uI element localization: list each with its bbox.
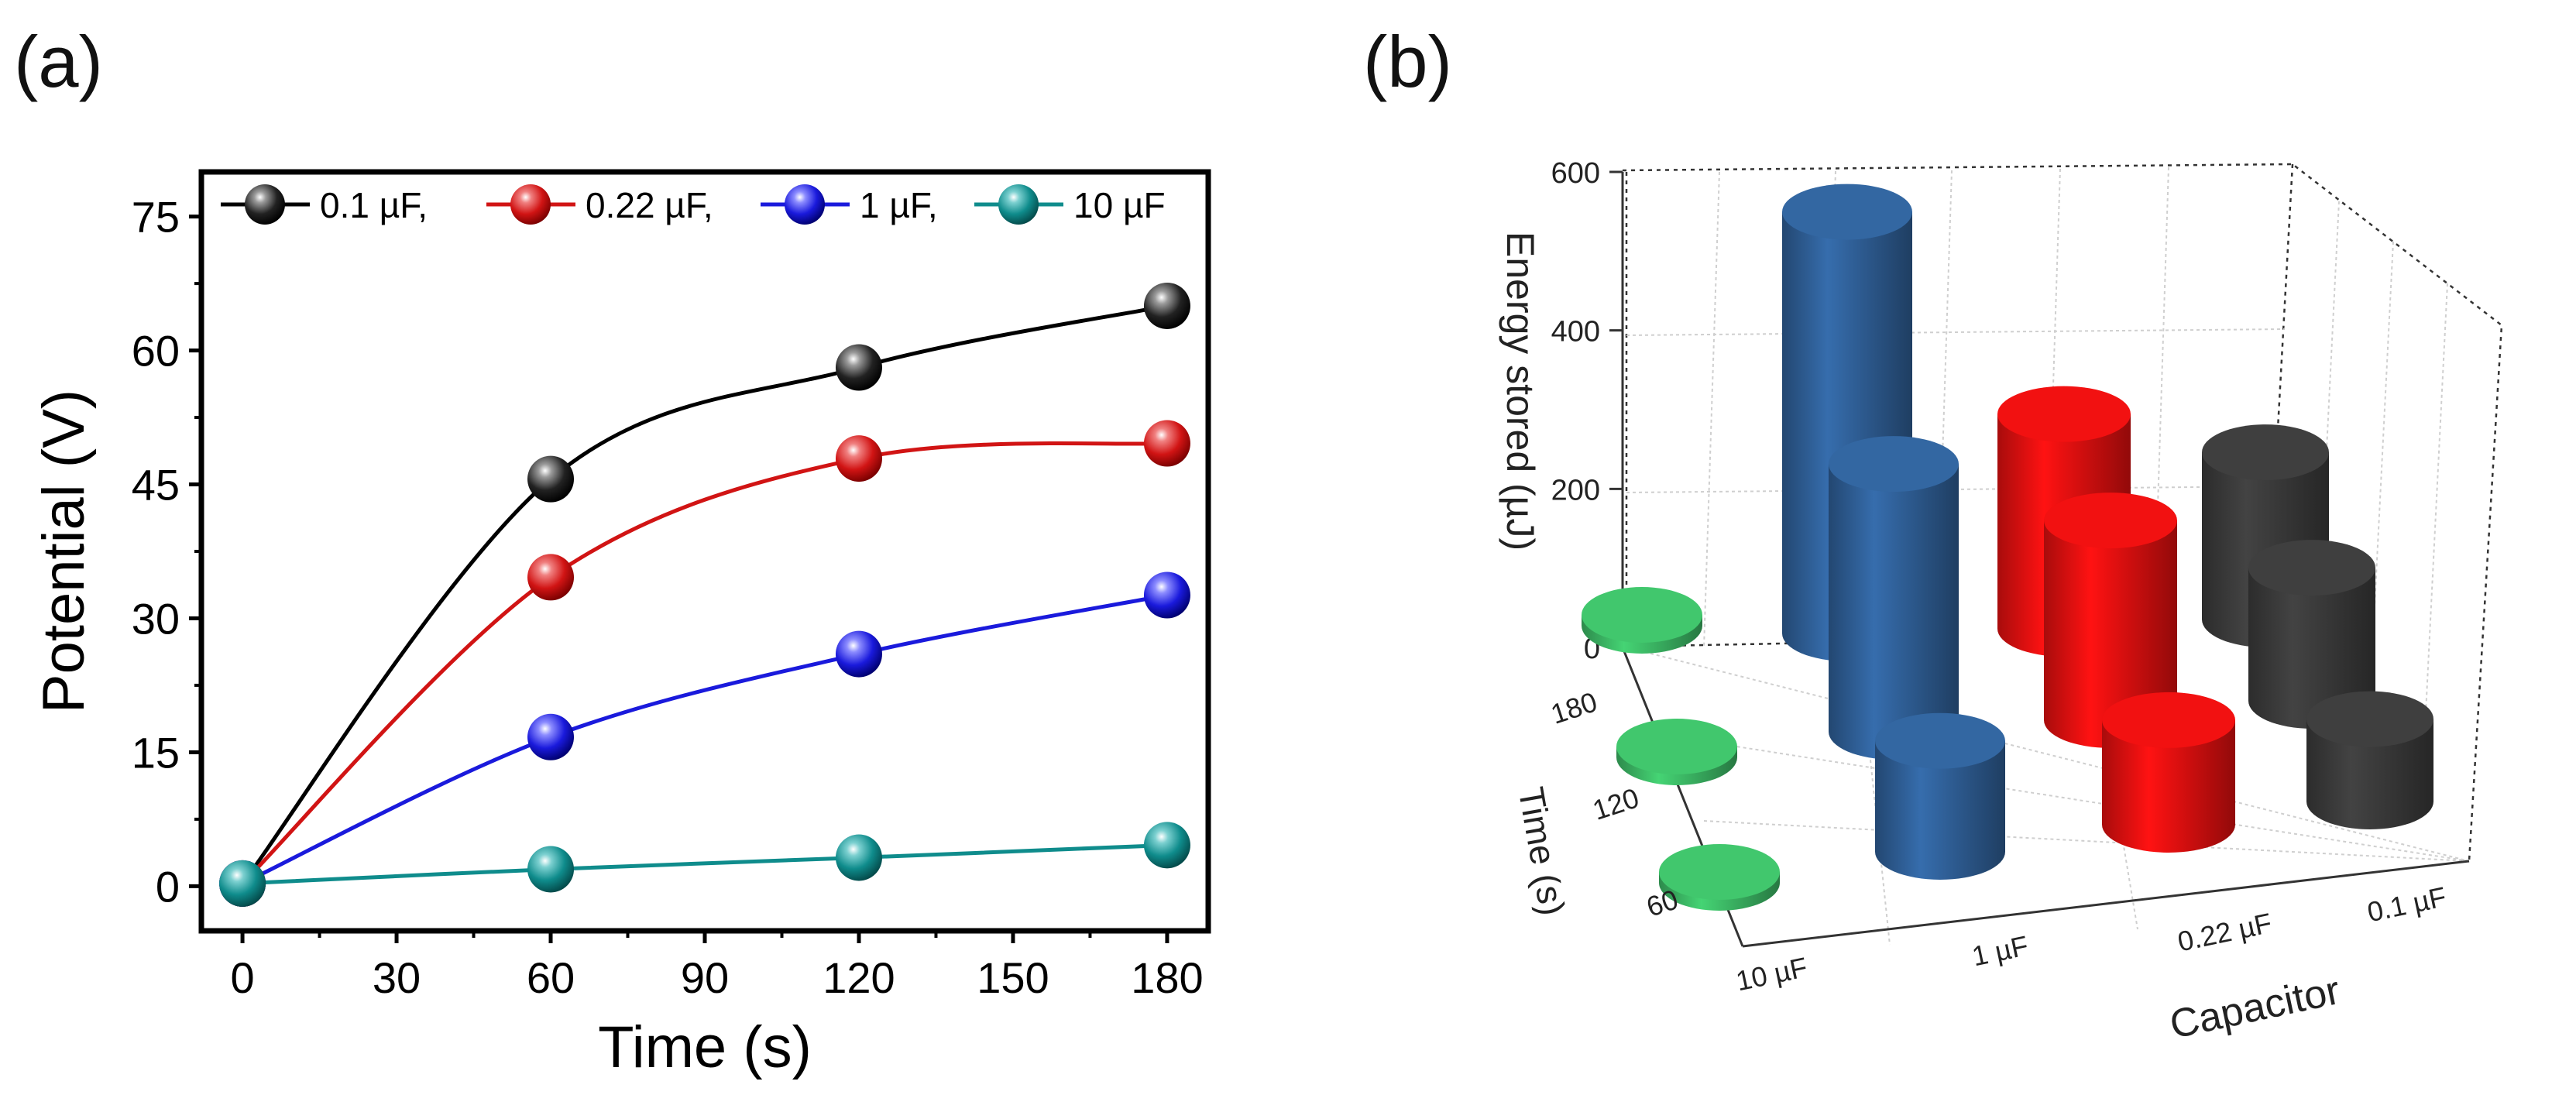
bar-10F-t120 bbox=[1616, 719, 1737, 785]
x-axis-label-b: Capacitor bbox=[2166, 968, 2344, 1048]
bar-top bbox=[2306, 691, 2433, 747]
x-tick-label: 90 bbox=[681, 953, 729, 1002]
bar-side bbox=[1875, 740, 2005, 880]
capacitor-tick-label: 0.22 µF bbox=[2175, 907, 2275, 958]
z-tick-label: 200 bbox=[1551, 474, 1600, 506]
legend-marker-3 bbox=[998, 184, 1039, 225]
x-tick-label: 60 bbox=[527, 953, 575, 1002]
bar-top bbox=[2102, 692, 2235, 748]
bar-side bbox=[2248, 568, 2375, 729]
capacitor-tick-label: 1 µF bbox=[1970, 929, 2032, 972]
legend-marker-2 bbox=[785, 184, 825, 225]
panel-a-label: (a) bbox=[14, 21, 103, 102]
capacitor-axis-line bbox=[1742, 860, 2470, 948]
data-point-series-3-1 bbox=[527, 846, 575, 893]
x-tick-label: 180 bbox=[1131, 953, 1203, 1002]
box-frame-top bbox=[1622, 163, 2503, 862]
panel-a-line-chart: 0 30 60 90 120 150 180 0 15 30 45 60 75 0.1 µF, 0.22 … bbox=[31, 169, 1211, 1080]
bar-top bbox=[1782, 184, 1912, 240]
y-tick-label: 45 bbox=[132, 461, 180, 510]
data-point-series-3-3 bbox=[1143, 822, 1190, 869]
capacitor-tick-label: 0.1 µF bbox=[2365, 880, 2449, 928]
bar-01F-t120 bbox=[2248, 540, 2375, 729]
bar-01F-t60 bbox=[2306, 691, 2433, 829]
bar-022F-t120 bbox=[2044, 493, 2177, 748]
data-point-series-0-3 bbox=[1143, 282, 1190, 329]
data-point-series-1-3 bbox=[1143, 420, 1190, 467]
legend-marker-1 bbox=[510, 184, 551, 225]
legend-label-0: 0.1 µF, bbox=[320, 185, 428, 225]
series-line-3 bbox=[242, 843, 1168, 886]
z-axis-label-b: Energy stored (µJ) bbox=[1499, 232, 1542, 551]
bar-top bbox=[1616, 719, 1737, 774]
bar-side bbox=[2102, 719, 2235, 853]
series-line-1 bbox=[241, 441, 1168, 885]
x-tick-label: 0 bbox=[230, 953, 254, 1002]
bar-top bbox=[1997, 386, 2131, 442]
x-tick-label: 30 bbox=[373, 953, 421, 1002]
legend-label-1: 0.22 µF, bbox=[586, 185, 713, 225]
data-point-series-3-0 bbox=[219, 860, 266, 907]
bar-side bbox=[1829, 464, 1959, 760]
data-point-series-0-2 bbox=[835, 344, 882, 391]
bar-top bbox=[2248, 540, 2375, 596]
series-line-2 bbox=[241, 593, 1168, 886]
bar-10F-t60 bbox=[1659, 844, 1780, 911]
bar-top bbox=[1829, 436, 1959, 493]
y-tick-label: 15 bbox=[132, 728, 180, 777]
bar-top bbox=[2202, 424, 2329, 481]
data-point-series-0-1 bbox=[527, 455, 575, 503]
bar-side bbox=[2306, 719, 2433, 829]
bar-10F-t180 bbox=[1582, 587, 1702, 654]
y-tick-label: 0 bbox=[156, 862, 180, 911]
legend-label-2: 1 µF, bbox=[860, 185, 938, 225]
data-point-series-3-2 bbox=[835, 834, 882, 881]
plot-a-frame bbox=[198, 169, 1211, 934]
bar-top bbox=[2044, 493, 2177, 549]
bar-top bbox=[1582, 587, 1702, 643]
data-point-series-2-1 bbox=[527, 713, 575, 760]
series-line-0 bbox=[241, 304, 1168, 885]
capacitor-tick-label: 10 µF bbox=[1733, 951, 1810, 997]
data-point-series-2-2 bbox=[835, 630, 882, 678]
bar-top bbox=[1875, 712, 2005, 769]
data-point-series-1-1 bbox=[527, 554, 575, 601]
x-tick-label: 120 bbox=[823, 953, 895, 1002]
y-axis-label-b: Time (s) bbox=[1511, 784, 1573, 918]
bar-1F-t120 bbox=[1829, 436, 1959, 760]
x-axis-label-a: Time (s) bbox=[598, 1014, 812, 1080]
legend-a: 0.1 µF, 0.22 µF, 1 µF, 10 µF bbox=[221, 184, 1166, 225]
legend-label-3: 10 µF bbox=[1073, 185, 1166, 225]
y-tick-label: 75 bbox=[132, 193, 180, 242]
legend-marker-0 bbox=[245, 184, 285, 225]
bar-top bbox=[1659, 844, 1780, 900]
y-axis-label-a: Potential (V) bbox=[31, 390, 97, 713]
bar-side bbox=[2044, 520, 2177, 748]
z-tick-label: 600 bbox=[1551, 157, 1600, 190]
data-point-series-1-2 bbox=[835, 435, 882, 482]
bar-1F-t60 bbox=[1875, 712, 2005, 880]
z-tick-label: 400 bbox=[1551, 316, 1600, 348]
time-tick-label: 180 bbox=[1547, 685, 1601, 730]
bar-022F-t60 bbox=[2102, 692, 2235, 853]
x-tick-label: 150 bbox=[977, 953, 1049, 1002]
time-tick-label: 120 bbox=[1589, 781, 1643, 826]
panel-b-label: (b) bbox=[1363, 21, 1452, 102]
y-tick-label: 60 bbox=[132, 327, 180, 376]
data-point-series-2-3 bbox=[1143, 572, 1190, 619]
y-tick-label: 30 bbox=[132, 594, 180, 643]
